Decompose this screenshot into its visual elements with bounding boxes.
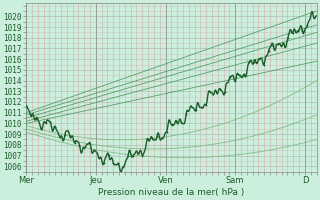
X-axis label: Pression niveau de la mer( hPa ): Pression niveau de la mer( hPa )	[98, 188, 244, 197]
